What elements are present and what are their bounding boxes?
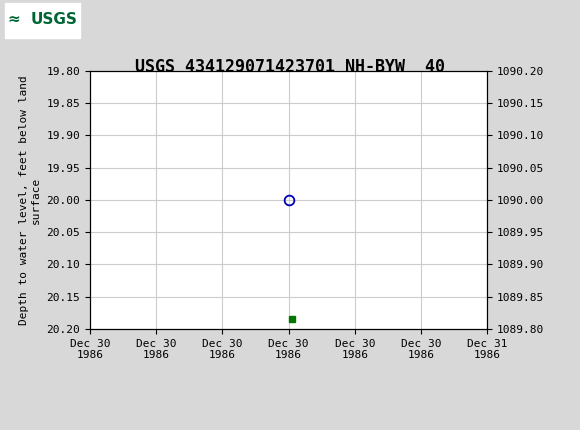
- Y-axis label: Depth to water level, feet below land
surface: Depth to water level, feet below land su…: [19, 75, 41, 325]
- Bar: [5, 3, 80, 37]
- Text: ≈: ≈: [7, 12, 20, 27]
- Text: USGS 434129071423701 NH-BYW  40: USGS 434129071423701 NH-BYW 40: [135, 58, 445, 76]
- Text: USGS: USGS: [30, 12, 77, 27]
